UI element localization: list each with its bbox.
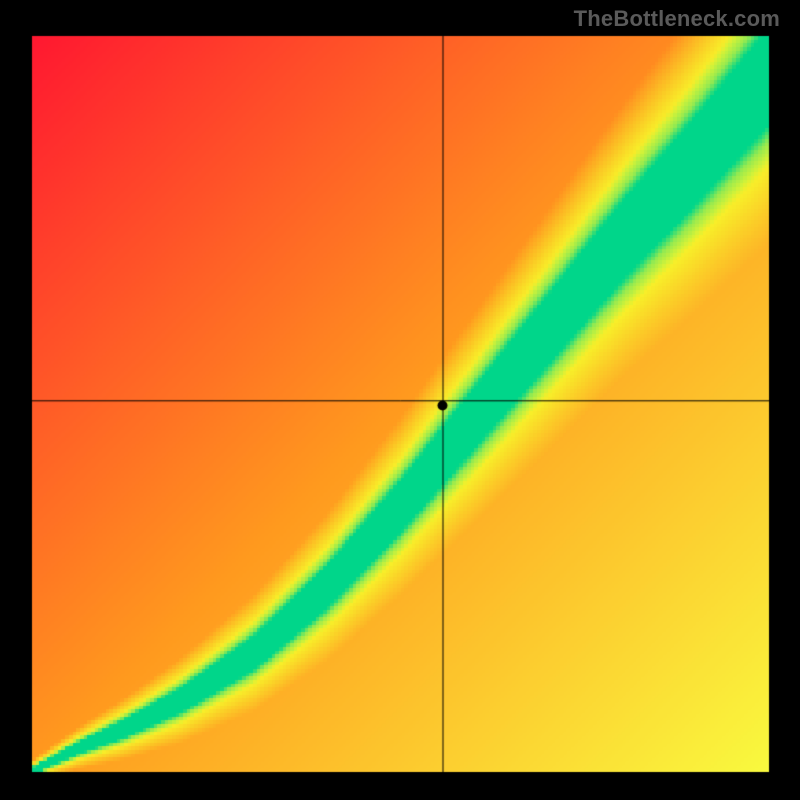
bottleneck-heatmap	[0, 0, 800, 800]
chart-container: { "watermark": { "text": "TheBottleneck.…	[0, 0, 800, 800]
watermark: TheBottleneck.com	[574, 6, 780, 32]
